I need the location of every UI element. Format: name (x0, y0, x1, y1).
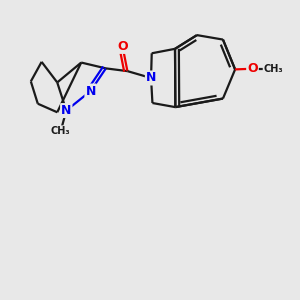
Text: N: N (61, 104, 71, 117)
Text: O: O (247, 62, 258, 75)
Text: N: N (146, 71, 156, 85)
Text: O: O (117, 40, 128, 53)
Text: CH₃: CH₃ (51, 126, 70, 136)
Text: N: N (85, 85, 96, 98)
Text: CH₃: CH₃ (263, 64, 283, 74)
